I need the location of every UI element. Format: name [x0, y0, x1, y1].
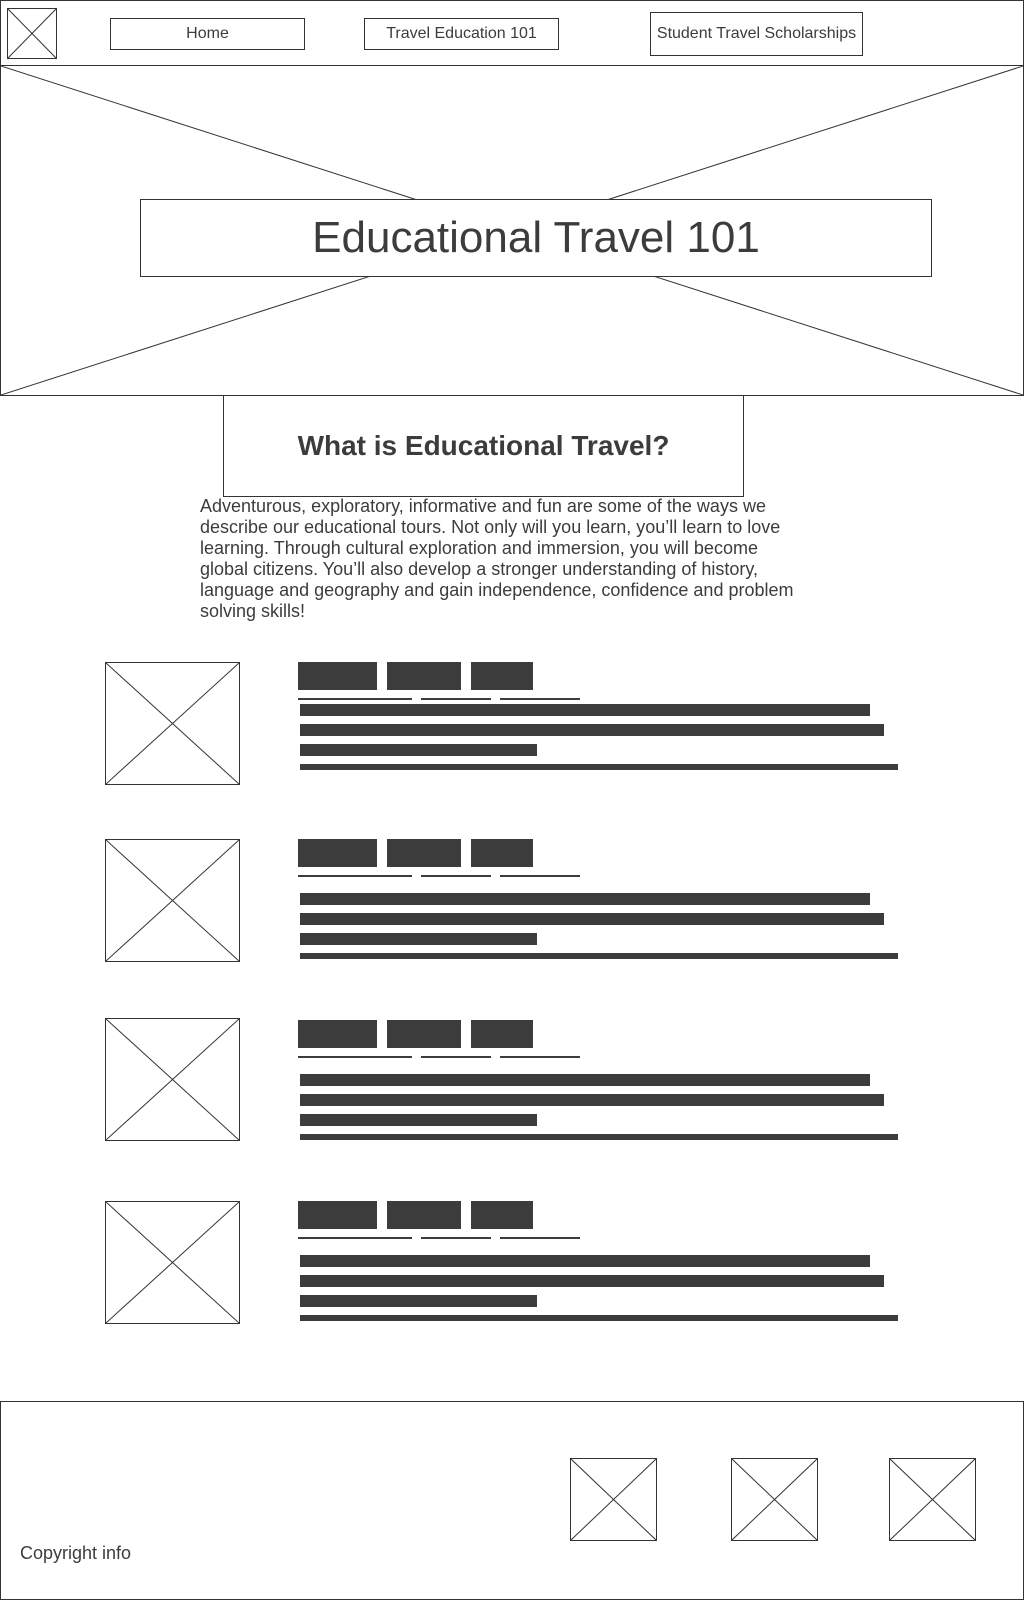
- hero-title: Educational Travel 101: [140, 199, 932, 277]
- list-item-tag[interactable]: [387, 662, 461, 690]
- list-item-tag[interactable]: [471, 1201, 533, 1229]
- list-item-text-line: [300, 1255, 870, 1267]
- list-item-tag[interactable]: [298, 839, 377, 867]
- list-item-text-line: [300, 704, 870, 716]
- list-item-divider: [300, 953, 898, 959]
- nav-scholarships-button[interactable]: Student Travel Scholarships: [650, 12, 863, 56]
- list-item-thumbnail-icon[interactable]: [105, 1201, 240, 1324]
- nav-home-button[interactable]: Home: [110, 18, 305, 50]
- social-link-1-icon[interactable]: [570, 1458, 657, 1541]
- list-item-link[interactable]: [500, 1237, 580, 1239]
- list-item-thumbnail-icon[interactable]: [105, 839, 240, 962]
- list-item-text-line: [300, 1114, 537, 1126]
- list-item-text-line: [300, 1074, 870, 1086]
- list-item-link[interactable]: [421, 1056, 491, 1058]
- list-item-divider: [300, 1134, 898, 1140]
- list-item-thumbnail-icon[interactable]: [105, 1018, 240, 1141]
- list-item-text-line: [300, 893, 870, 905]
- list-item-text-line: [300, 744, 537, 756]
- list-item-link[interactable]: [500, 875, 580, 877]
- list-item-tag[interactable]: [387, 839, 461, 867]
- list-item-tag[interactable]: [298, 1201, 377, 1229]
- list-item-tag[interactable]: [387, 1020, 461, 1048]
- list-item-tag[interactable]: [298, 1020, 377, 1048]
- list-item-link[interactable]: [298, 875, 412, 877]
- intro-paragraph: Adventurous, exploratory, informative an…: [200, 496, 794, 621]
- list-item-tag[interactable]: [387, 1201, 461, 1229]
- social-link-3-icon[interactable]: [889, 1458, 976, 1541]
- list-item-link[interactable]: [421, 1237, 491, 1239]
- nav-travel-education-button[interactable]: Travel Education 101: [364, 18, 559, 50]
- list-item-link[interactable]: [500, 698, 580, 700]
- list-item-divider: [300, 1315, 898, 1321]
- list-item-link[interactable]: [421, 698, 491, 700]
- list-item-text-line: [300, 1295, 537, 1307]
- list-item-link[interactable]: [298, 698, 412, 700]
- footer: [0, 1401, 1024, 1600]
- list-item-text-line: [300, 933, 537, 945]
- list-item-thumbnail-icon[interactable]: [105, 662, 240, 785]
- list-item-link[interactable]: [500, 1056, 580, 1058]
- list-item-text-line: [300, 1094, 884, 1106]
- social-link-2-icon[interactable]: [731, 1458, 818, 1541]
- list-item-tag[interactable]: [471, 839, 533, 867]
- list-item-text-line: [300, 1275, 884, 1287]
- list-item-text-line: [300, 724, 884, 736]
- list-item-link[interactable]: [298, 1056, 412, 1058]
- list-item-tag[interactable]: [298, 662, 377, 690]
- copyright-text: Copyright info: [20, 1543, 132, 1563]
- list-item-divider: [300, 764, 898, 770]
- list-item-text-line: [300, 913, 884, 925]
- list-item-tag[interactable]: [471, 1020, 533, 1048]
- list-item-tag[interactable]: [471, 662, 533, 690]
- section-heading: What is Educational Travel?: [223, 395, 744, 497]
- list-item-link[interactable]: [421, 875, 491, 877]
- list-item-link[interactable]: [298, 1237, 412, 1239]
- logo-placeholder-icon[interactable]: [7, 8, 57, 59]
